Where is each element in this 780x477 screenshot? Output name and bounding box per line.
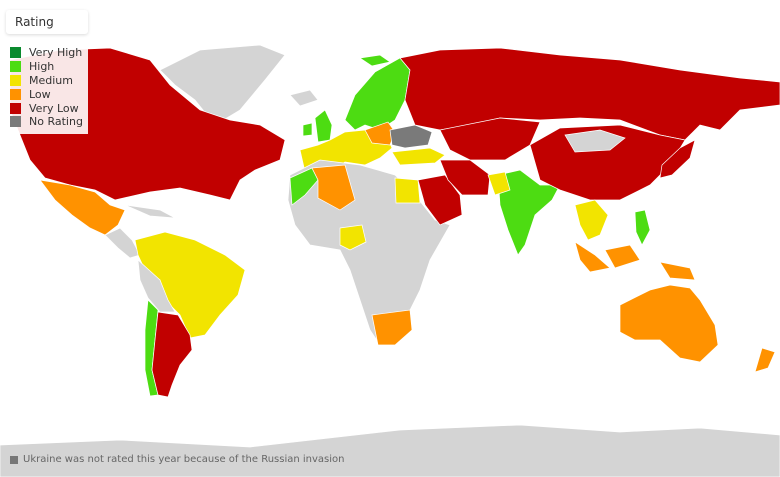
region-morocco[interactable]	[289, 167, 319, 206]
legend-label: High	[29, 60, 55, 74]
legend-label: No Rating	[29, 115, 83, 129]
legend-label: Medium	[29, 73, 73, 87]
legend-item-no-rating[interactable]: No Rating	[10, 115, 84, 129]
region-peru-bolivia[interactable]	[137, 259, 176, 313]
region-central-america[interactable]	[104, 227, 141, 259]
region-antarctica[interactable]	[0, 424, 780, 477]
region-ireland[interactable]	[302, 122, 313, 137]
region-uk[interactable]	[314, 109, 333, 143]
legend: Very High High Medium Low Very Low No Ra…	[6, 41, 88, 134]
region-southeast-asia[interactable]	[574, 199, 609, 241]
region-saudi-arabia[interactable]	[417, 174, 463, 226]
region-egypt[interactable]	[394, 177, 421, 204]
legend-item-medium[interactable]: Medium	[10, 74, 84, 88]
legend-item-very-high[interactable]: Very High	[10, 46, 84, 60]
region-new-zealand[interactable]	[754, 347, 776, 373]
region-scandinavia[interactable]	[344, 57, 411, 131]
region-caribbean[interactable]	[124, 204, 176, 219]
region-central-asia[interactable]	[439, 117, 541, 161]
region-mongolia[interactable]	[564, 129, 626, 153]
region-pakistan[interactable]	[487, 171, 511, 196]
region-india[interactable]	[497, 169, 561, 256]
swatch-high	[10, 61, 21, 73]
region-greenland[interactable]	[159, 44, 286, 126]
region-mexico[interactable]	[39, 179, 126, 236]
swatch-medium	[10, 74, 21, 86]
region-south-africa[interactable]	[371, 309, 413, 346]
region-australia[interactable]	[619, 284, 719, 363]
swatch-no-rating	[10, 116, 21, 128]
region-indonesia[interactable]	[574, 241, 696, 281]
region-nigeria[interactable]	[339, 224, 367, 251]
no-rating-square-icon	[10, 455, 18, 464]
swatch-very-low	[10, 102, 21, 114]
legend-label: Very High	[29, 46, 83, 60]
legend-item-high[interactable]: High	[10, 60, 84, 74]
swatch-very-high	[10, 47, 21, 59]
legend-item-low[interactable]: Low	[10, 87, 84, 101]
region-china[interactable]	[529, 124, 686, 201]
region-japan[interactable]	[659, 139, 696, 179]
region-svalbard[interactable]	[359, 54, 391, 67]
region-turkey[interactable]	[391, 147, 446, 166]
footnote: Ukraine was not rated this year because …	[10, 454, 345, 465]
legend-label: Very Low	[29, 101, 79, 115]
legend-title: Rating	[6, 10, 88, 34]
swatch-low	[10, 88, 21, 100]
legend-item-very-low[interactable]: Very Low	[10, 101, 84, 115]
footnote-text: Ukraine was not rated this year because …	[23, 454, 345, 465]
region-russia[interactable]	[399, 47, 780, 141]
region-philippines[interactable]	[634, 209, 651, 246]
region-argentina[interactable]	[151, 311, 193, 398]
legend-label: Low	[29, 87, 51, 101]
region-iceland[interactable]	[289, 89, 319, 107]
region-algeria[interactable]	[311, 164, 356, 211]
region-ukraine-unrated[interactable]	[389, 124, 433, 149]
region-iran[interactable]	[439, 159, 491, 196]
